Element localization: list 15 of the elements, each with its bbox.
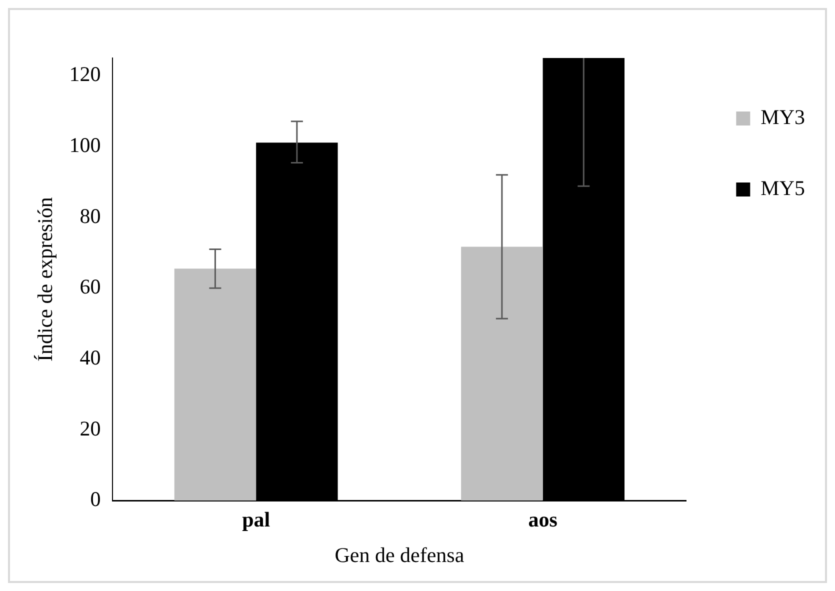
y-tick-label: 80 — [80, 204, 101, 228]
y-tick-label: 20 — [80, 416, 101, 440]
y-tick-label: 60 — [80, 274, 101, 299]
legend-label: MY5 — [760, 176, 806, 200]
y-axis-title: Índice de expresión — [33, 196, 58, 362]
bar — [461, 246, 543, 501]
legend-label: MY3 — [760, 105, 806, 130]
y-tick-label: 0 — [90, 487, 101, 512]
bar — [174, 268, 256, 501]
y-tick-label: 120 — [69, 62, 101, 86]
x-axis-title: Gen de defensa — [334, 542, 465, 567]
y-tick-label: 40 — [80, 345, 101, 370]
x-tick-label: aos — [528, 508, 558, 532]
x-tick-label: pal — [242, 508, 270, 532]
y-tick-label: 100 — [69, 133, 101, 158]
